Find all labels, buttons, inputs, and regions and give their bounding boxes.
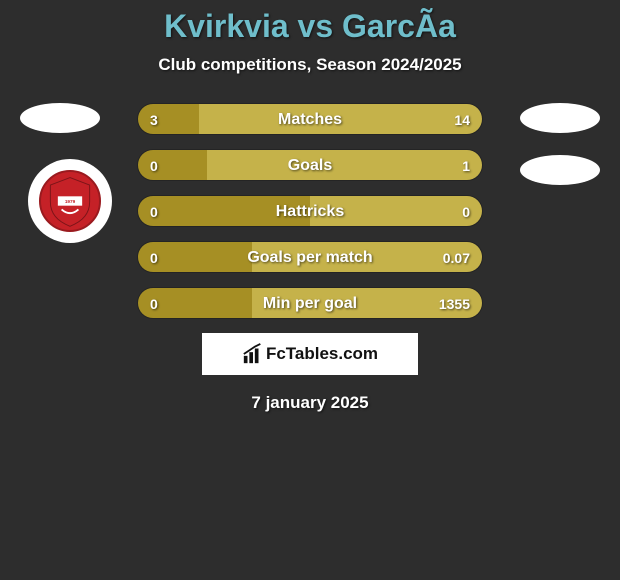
page-title: Kvirkvia vs GarcÃ­a: [0, 0, 620, 45]
stat-label: Matches: [138, 104, 482, 135]
player-left-placeholder: [20, 103, 100, 133]
shield-icon: 1979: [39, 172, 101, 230]
stat-value-left: 0: [150, 150, 158, 181]
stat-row: Min per goal0 1355: [137, 287, 483, 319]
player-right-placeholder: [520, 103, 600, 133]
stat-label: Goals: [138, 150, 482, 181]
club-badge-left: 1979: [28, 159, 112, 243]
stat-row: Matches3 14: [137, 103, 483, 135]
stat-value-left: 0: [150, 288, 158, 319]
player-right-placeholder-2: [520, 155, 600, 185]
stat-value-right: 14: [454, 104, 470, 135]
stat-value-right: 1355: [439, 288, 470, 319]
club-shield-icon: 1979: [39, 170, 101, 232]
stat-row: Goals0 1: [137, 149, 483, 181]
stat-value-left: 0: [150, 196, 158, 227]
stat-label: Goals per match: [138, 242, 482, 273]
stat-value-right: 0: [462, 196, 470, 227]
stat-row: Goals per match0 0.07: [137, 241, 483, 273]
stat-bars: Matches314Goals01Hattricks00Goals per ma…: [137, 103, 483, 319]
stat-row: Hattricks0 0: [137, 195, 483, 227]
generated-date: 7 january 2025: [0, 393, 620, 413]
branding-text: FcTables.com: [266, 344, 378, 364]
stat-value-left: 3: [150, 104, 158, 135]
stat-label: Min per goal: [138, 288, 482, 319]
stat-value-right: 1: [462, 150, 470, 181]
stats-container: 1979 Matches314Goals01Hattricks00Goals p…: [0, 103, 620, 319]
stat-value-left: 0: [150, 242, 158, 273]
stat-label: Hattricks: [138, 196, 482, 227]
chart-icon: [242, 343, 264, 365]
stat-value-right: 0.07: [443, 242, 470, 273]
svg-text:1979: 1979: [65, 199, 76, 204]
branding-box[interactable]: FcTables.com: [202, 333, 418, 375]
season-subtitle: Club competitions, Season 2024/2025: [0, 55, 620, 75]
